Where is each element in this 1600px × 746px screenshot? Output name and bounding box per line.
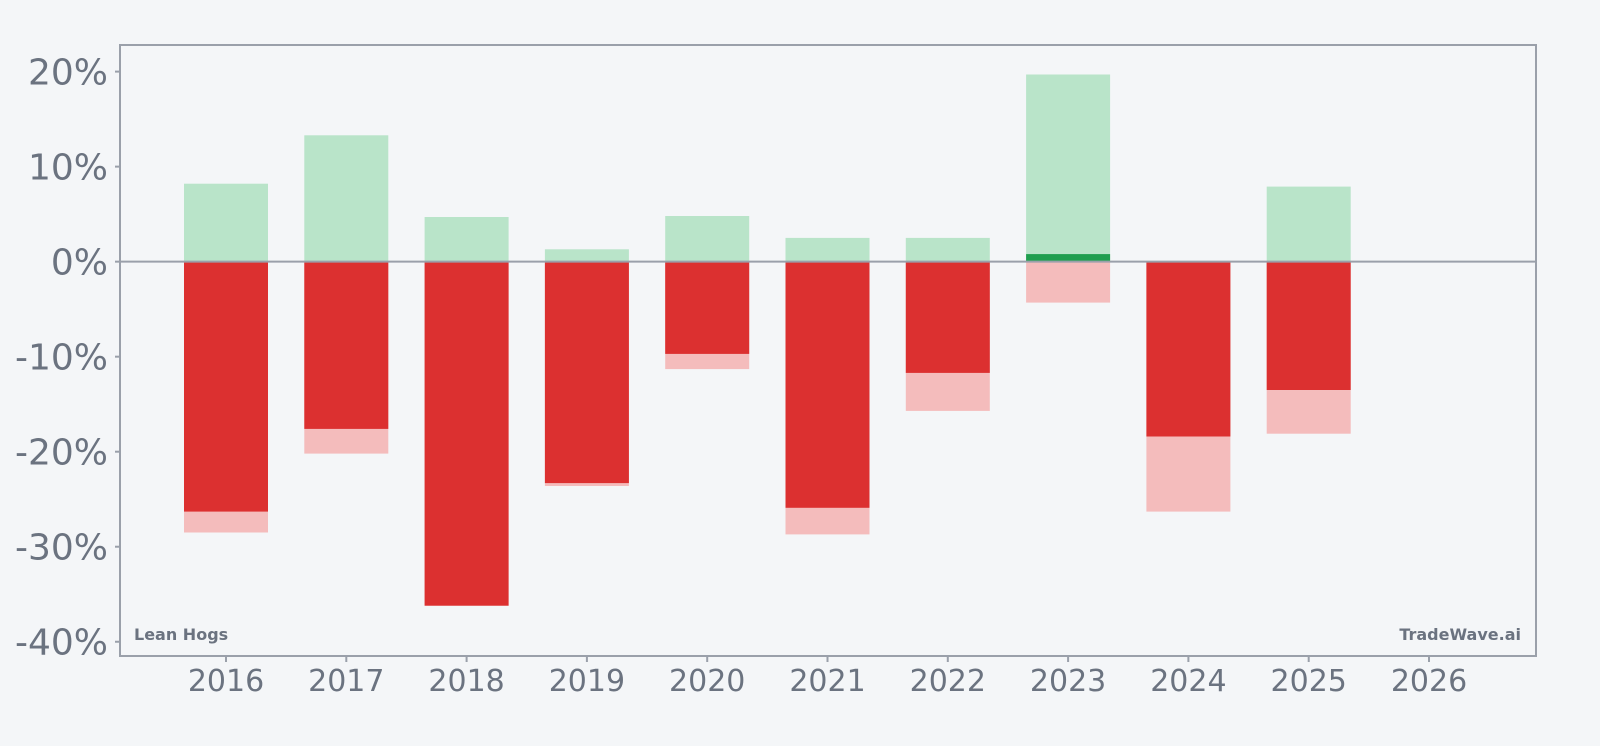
down-range-bar-2023 bbox=[1026, 261, 1111, 303]
up-range-bar-2021 bbox=[785, 237, 870, 262]
x-tick-label: 2022 bbox=[910, 664, 986, 699]
down-close-bar-2024 bbox=[1146, 261, 1231, 437]
down-close-bar-2018 bbox=[424, 261, 509, 606]
x-tick-label: 2024 bbox=[1150, 664, 1226, 699]
up-range-bar-2023 bbox=[1026, 74, 1111, 262]
x-tick-label: 2017 bbox=[308, 664, 384, 699]
y-tick-label: 0% bbox=[51, 243, 108, 284]
y-tick-label: -40% bbox=[15, 623, 108, 664]
x-axis: 2016 2017 2018 2019 2020 2021 2022 2023 2024 2025… bbox=[188, 656, 1467, 699]
up-range-bar-2018 bbox=[424, 217, 509, 262]
up-range-bar-2022 bbox=[905, 237, 990, 262]
down-close-bar-2021 bbox=[785, 261, 870, 508]
watermark-label: TradeWave.ai bbox=[1399, 625, 1521, 644]
instrument-label: Lean Hogs bbox=[134, 625, 228, 644]
x-tick-label: 2023 bbox=[1030, 664, 1106, 699]
y-tick-label: 20% bbox=[28, 53, 108, 94]
x-tick-label: 2018 bbox=[428, 664, 504, 699]
y-tick-label: -20% bbox=[15, 433, 108, 474]
y-tick-label: -30% bbox=[15, 528, 108, 569]
x-tick-label: 2021 bbox=[789, 664, 865, 699]
up-range-bar-2019 bbox=[544, 249, 629, 262]
down-close-bar-2025 bbox=[1266, 261, 1351, 390]
up-range-bar-2025 bbox=[1266, 186, 1351, 262]
x-tick-label: 2026 bbox=[1391, 664, 1467, 699]
y-tick-label: -10% bbox=[15, 338, 108, 379]
up-range-bar-2020 bbox=[665, 216, 750, 262]
down-close-bar-2017 bbox=[304, 261, 389, 429]
x-tick-label: 2019 bbox=[549, 664, 625, 699]
y-tick-label: 10% bbox=[28, 148, 108, 189]
down-close-bar-2020 bbox=[665, 261, 750, 354]
up-range-bar-2017 bbox=[304, 135, 389, 262]
down-close-bar-2016 bbox=[184, 261, 268, 512]
x-tick-label: 2016 bbox=[188, 664, 264, 699]
y-axis: 20% 10% 0% -10% -20% -30% -40% bbox=[15, 53, 120, 664]
up-close-bar-2023 bbox=[1026, 254, 1111, 262]
down-close-bar-2022 bbox=[905, 261, 990, 373]
up-range-bar-2016 bbox=[184, 183, 268, 262]
x-tick-label: 2025 bbox=[1271, 664, 1347, 699]
down-close-bar-2019 bbox=[544, 261, 629, 484]
x-tick-label: 2020 bbox=[669, 664, 745, 699]
bars-group bbox=[184, 74, 1351, 606]
